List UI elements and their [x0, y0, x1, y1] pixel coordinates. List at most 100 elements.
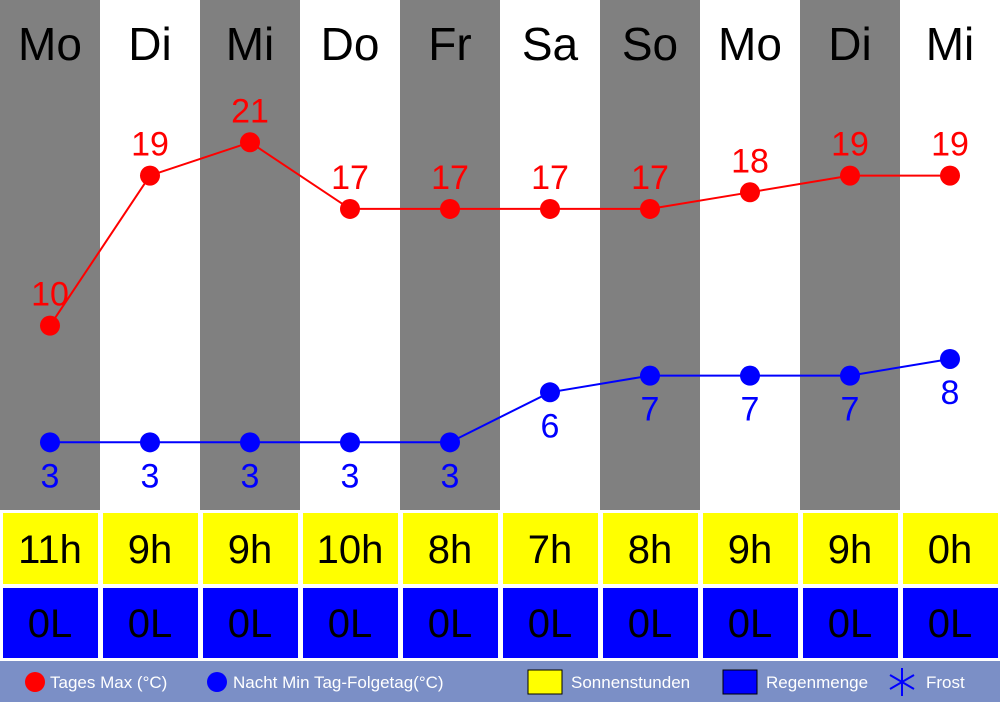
- sunshine-row: 11h 9h 9h 10h 8h 7h 8h 9h 9h 0h: [0, 510, 1000, 587]
- day-label: Di: [828, 18, 871, 70]
- data-point: [940, 165, 960, 186]
- rain-cell: [603, 588, 698, 658]
- sunshine-hours: 8h: [428, 528, 473, 572]
- data-point: [440, 432, 460, 453]
- data-point: [240, 432, 260, 453]
- sunshine-hours: 10h: [317, 528, 384, 572]
- sunshine-cell: [203, 513, 298, 584]
- legend-label: Regenmenge: [766, 673, 868, 692]
- data-point: [740, 182, 760, 203]
- day-columns: [0, 0, 1000, 510]
- data-point: [840, 365, 860, 386]
- sunshine-hours: 9h: [828, 528, 873, 572]
- snowflake-icon: [889, 668, 915, 696]
- legend-label: Sonnenstunden: [571, 673, 690, 692]
- rain-amount: 0L: [728, 602, 773, 646]
- rain-row: 0L 0L 0L 0L 0L 0L 0L 0L 0L 0L: [0, 585, 1000, 661]
- day-label: Mi: [926, 18, 975, 70]
- legend-label: Frost: [926, 673, 965, 692]
- rain-cell: [703, 588, 798, 658]
- legend-item: Regenmenge: [722, 669, 868, 695]
- series-0: 10 19 21 17 17 17 17 18 19 19: [31, 92, 969, 336]
- data-label: 19: [931, 126, 969, 164]
- day-label: Mo: [718, 18, 782, 70]
- sunshine-cell: [103, 513, 198, 584]
- day-column-8: [800, 0, 900, 510]
- sunshine-hours: 8h: [628, 528, 673, 572]
- data-label: 7: [741, 391, 760, 429]
- sunshine-cell: [403, 513, 498, 584]
- day-label: Mi: [226, 18, 275, 70]
- rain-cell: [903, 588, 998, 658]
- data-label: 3: [41, 457, 60, 495]
- sunshine-cell: [503, 513, 598, 584]
- legend-item: Frost: [889, 668, 965, 696]
- rain-amount: 0L: [828, 602, 873, 646]
- data-point: [540, 198, 560, 219]
- rain-amount: 0L: [528, 602, 573, 646]
- data-label: 18: [731, 142, 769, 180]
- data-label: 17: [331, 159, 369, 197]
- day-label: Sa: [522, 18, 579, 70]
- data-point: [240, 132, 260, 153]
- data-point: [540, 382, 560, 403]
- day-column-6: [600, 0, 700, 510]
- sunshine-hours: 0h: [928, 528, 973, 572]
- day-column-7: [700, 0, 800, 510]
- data-point: [340, 432, 360, 453]
- legend-item: Tages Max (°C): [25, 672, 167, 692]
- series-line: [50, 358, 951, 444]
- data-point: [140, 165, 160, 186]
- sunshine-hours: 7h: [528, 528, 573, 572]
- data-point: [640, 365, 660, 386]
- data-label: 10: [31, 276, 69, 314]
- sunshine-hours: 9h: [728, 528, 773, 572]
- day-label: Mo: [18, 18, 82, 70]
- rain-amount: 0L: [128, 602, 173, 646]
- sunshine-hours: 9h: [128, 528, 173, 572]
- day-column-9: [900, 0, 1000, 510]
- rain-cell: [3, 588, 98, 658]
- data-point: [940, 348, 960, 369]
- day-column-1: [100, 0, 200, 510]
- data-label: 17: [431, 159, 469, 197]
- sunshine-hours: 9h: [228, 528, 273, 572]
- sunshine-cell: [803, 513, 898, 584]
- day-column-2: [200, 0, 300, 510]
- yellow-square-marker: [527, 669, 563, 695]
- day-label: Do: [321, 18, 380, 70]
- sunshine-cell: [603, 513, 698, 584]
- rain-amount: 0L: [28, 602, 73, 646]
- data-label: 19: [131, 126, 169, 164]
- data-label: 19: [831, 126, 869, 164]
- sunshine-cell: [903, 513, 998, 584]
- data-point: [440, 198, 460, 219]
- series-line: [49, 141, 950, 327]
- blue-dot-marker: [207, 672, 227, 692]
- data-label: 8: [941, 374, 960, 412]
- data-label: 7: [641, 391, 660, 429]
- data-label: 3: [141, 457, 160, 495]
- day-labels: Mo Di Mi Do Fr Sa So Mo Di Mi: [18, 18, 974, 70]
- data-label: 17: [631, 159, 669, 197]
- data-point: [40, 432, 60, 453]
- rain-amount: 0L: [928, 602, 973, 646]
- data-label: 3: [341, 457, 360, 495]
- day-label: Fr: [428, 18, 471, 70]
- data-point: [340, 198, 360, 219]
- rain-cell: [203, 588, 298, 658]
- data-point: [640, 198, 660, 219]
- rain-amount: 0L: [228, 602, 273, 646]
- rain-cell: [803, 588, 898, 658]
- legend-label: Nacht Min Tag-Folgetag(°C): [233, 673, 444, 692]
- sunshine-cell: [303, 513, 398, 584]
- series-1: 3 3 3 3 3 6 7 7 7 8: [40, 348, 960, 495]
- day-label: So: [622, 18, 678, 70]
- legend-background: [0, 661, 1000, 702]
- data-label: 21: [231, 92, 269, 130]
- day-column-3: [300, 0, 400, 510]
- legend-item: Nacht Min Tag-Folgetag(°C): [207, 672, 444, 692]
- rain-cell: [103, 588, 198, 658]
- data-label: 3: [441, 457, 460, 495]
- rain-cell: [403, 588, 498, 658]
